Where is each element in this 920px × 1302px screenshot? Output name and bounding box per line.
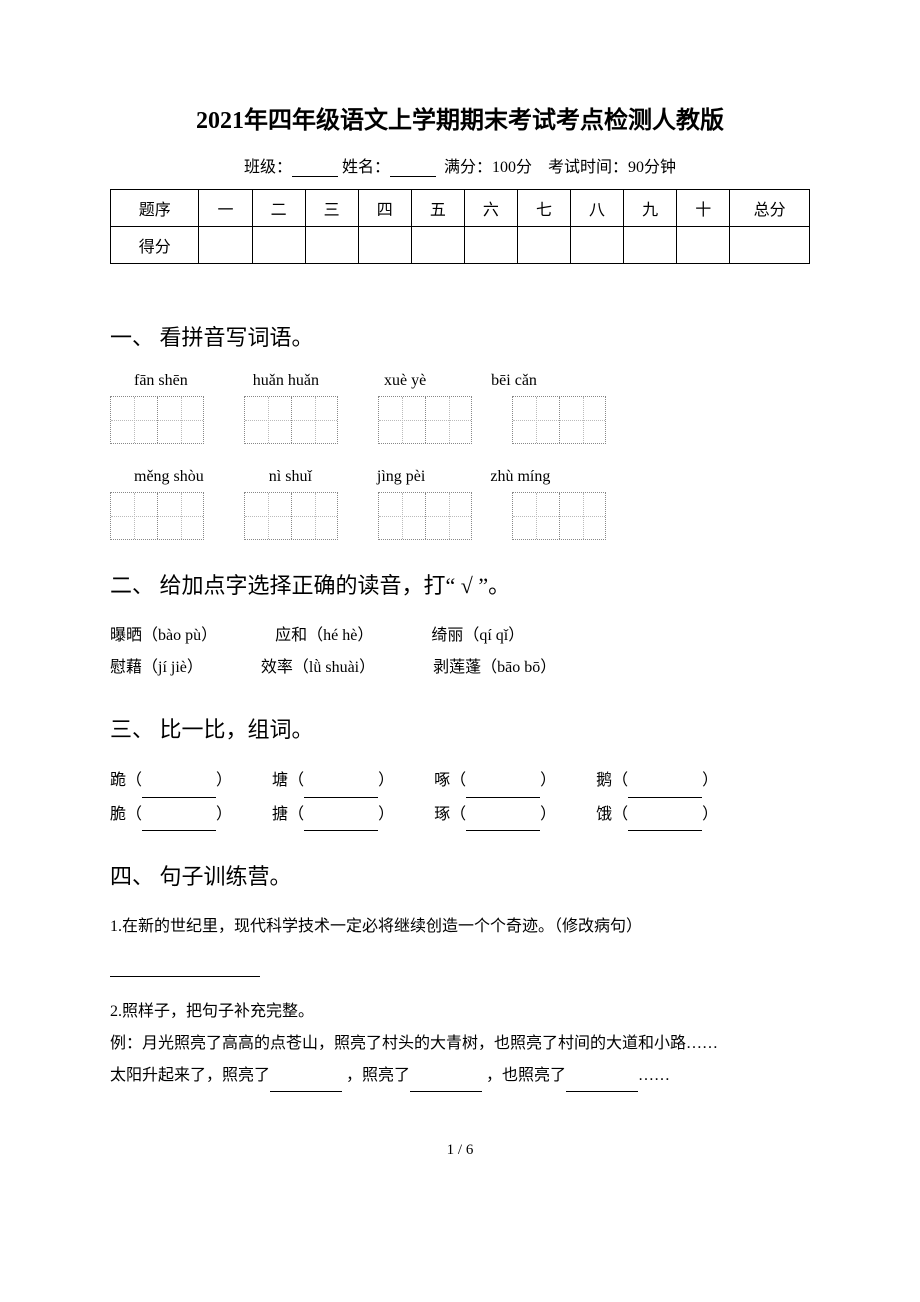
row-label-defen: 得分 — [111, 227, 199, 264]
q4-2-example: 例：月光照亮了高高的点苍山，照亮了村头的大青树，也照亮了村间的大道和小路…… — [110, 1028, 810, 1060]
answer-blank[interactable] — [628, 815, 702, 831]
pinyin: nì shuǐ — [269, 468, 312, 486]
pinyin-row-2: měng shòu nì shuǐ jìng pèi zhù míng — [110, 468, 810, 486]
tianzi-row-2 — [110, 492, 810, 540]
tianzi-grid[interactable] — [244, 492, 338, 540]
q3-item: 跪（） — [110, 764, 232, 798]
class-label: 班级： — [244, 159, 292, 176]
score-cell[interactable] — [305, 227, 358, 264]
q3-line-1: 跪（） 塘（） 啄（） 鹅（） — [110, 764, 810, 798]
tianzi-grid[interactable] — [512, 492, 606, 540]
tianzi-grid[interactable] — [378, 396, 472, 444]
q2-item[interactable]: 慰藉（jí jiè） — [110, 652, 203, 684]
answer-blank[interactable] — [466, 782, 540, 798]
section-3-heading: 三、 比一比，组词。 — [110, 712, 810, 744]
q2-item[interactable]: 绮丽（qí qǐ） — [431, 620, 524, 652]
name-label: 姓名： — [342, 159, 390, 176]
score-table: 题序 一 二 三 四 五 六 七 八 九 十 总分 得分 — [110, 189, 810, 264]
col-4: 四 — [358, 190, 411, 227]
pinyin: jìng pèi — [377, 468, 425, 486]
col-7: 七 — [517, 190, 570, 227]
section-2-heading: 二、 给加点字选择正确的读音，打“ √ ”。 — [110, 568, 810, 600]
q3-item: 塘（） — [272, 764, 394, 798]
answer-blank[interactable] — [466, 815, 540, 831]
score-cell[interactable] — [252, 227, 305, 264]
pinyin: huǎn huǎn — [253, 372, 319, 390]
q2-item[interactable]: 应和（hé hè） — [275, 620, 373, 652]
q2-line-2: 慰藉（jí jiè） 效率（lǜ shuài） 剥莲蓬（bāo bō） — [110, 652, 810, 684]
q2-line-1: 曝晒（bào pù） 应和（hé hè） 绮丽（qí qǐ） — [110, 620, 810, 652]
meta-line: 班级： 姓名： 满分：100分 考试时间：90分钟 — [110, 153, 810, 177]
col-8: 八 — [571, 190, 624, 227]
page-number: 1 / 6 — [110, 1142, 810, 1159]
tianzi-row-1 — [110, 396, 810, 444]
full-score: 满分：100分 — [444, 159, 532, 176]
tianzi-grid[interactable] — [378, 492, 472, 540]
tianzi-grid[interactable] — [110, 396, 204, 444]
stem-text: 太阳升起来了，照亮了 — [110, 1067, 270, 1084]
q4-2-stem: 太阳升起来了，照亮了 ，照亮了 ，也照亮了 …… — [110, 1060, 810, 1092]
answer-blank[interactable] — [270, 1076, 342, 1092]
pinyin: xuè yè — [384, 372, 426, 390]
score-cell[interactable] — [411, 227, 464, 264]
answer-blank[interactable] — [628, 782, 702, 798]
class-blank[interactable] — [292, 176, 338, 177]
score-cell[interactable] — [571, 227, 624, 264]
score-cell[interactable] — [517, 227, 570, 264]
score-cell[interactable] — [199, 227, 252, 264]
q3-item: 啄（） — [434, 764, 556, 798]
row-label-tixu: 题序 — [111, 190, 199, 227]
exam-title: 2021年四年级语文上学期期末考试考点检测人教版 — [110, 100, 810, 135]
q3-item: 鹅（） — [596, 764, 718, 798]
q2-item[interactable]: 效率（lǜ shuài） — [261, 652, 375, 684]
answer-blank[interactable] — [566, 1076, 638, 1092]
tianzi-grid[interactable] — [110, 492, 204, 540]
q2-item[interactable]: 剥莲蓬（bāo bō） — [433, 652, 556, 684]
score-table-header-row: 题序 一 二 三 四 五 六 七 八 九 十 总分 — [111, 190, 810, 227]
answer-blank[interactable] — [142, 815, 216, 831]
stem-text: ，也照亮了 — [486, 1067, 566, 1084]
q3-item: 脆（） — [110, 798, 232, 832]
answer-blank[interactable] — [142, 782, 216, 798]
score-total-cell[interactable] — [730, 227, 810, 264]
col-5: 五 — [411, 190, 464, 227]
pinyin-row-1: fān shēn huǎn huǎn xuè yè bēi cǎn — [110, 372, 810, 390]
score-cell[interactable] — [358, 227, 411, 264]
col-9: 九 — [624, 190, 677, 227]
col-2: 二 — [252, 190, 305, 227]
col-1: 一 — [199, 190, 252, 227]
q4-2-intro: 2.照样子，把句子补充完整。 — [110, 996, 810, 1028]
col-total: 总分 — [730, 190, 810, 227]
answer-blank[interactable] — [304, 782, 378, 798]
answer-blank[interactable] — [410, 1076, 482, 1092]
score-cell[interactable] — [464, 227, 517, 264]
tianzi-grid[interactable] — [244, 396, 338, 444]
section-4-heading: 四、 句子训练营。 — [110, 859, 810, 891]
score-table-score-row: 得分 — [111, 227, 810, 264]
answer-line[interactable] — [110, 961, 260, 977]
q2-item[interactable]: 曝晒（bào pù） — [110, 620, 217, 652]
q3-item: 琢（） — [434, 798, 556, 832]
pinyin: bēi cǎn — [491, 372, 537, 390]
section-1-heading: 一、 看拼音写词语。 — [110, 320, 810, 352]
stem-text: ，照亮了 — [346, 1067, 410, 1084]
score-cell[interactable] — [624, 227, 677, 264]
pinyin: zhù míng — [490, 468, 550, 486]
col-6: 六 — [464, 190, 517, 227]
stem-text: …… — [638, 1067, 670, 1084]
q3-item: 饿（） — [596, 798, 718, 832]
q3-line-2: 脆（） 搪（） 琢（） 饿（） — [110, 798, 810, 832]
pinyin: fān shēn — [134, 372, 188, 390]
col-3: 三 — [305, 190, 358, 227]
col-10: 十 — [677, 190, 730, 227]
pinyin: měng shòu — [134, 468, 204, 486]
duration: 考试时间：90分钟 — [548, 159, 676, 176]
score-cell[interactable] — [677, 227, 730, 264]
answer-blank[interactable] — [304, 815, 378, 831]
tianzi-grid[interactable] — [512, 396, 606, 444]
q4-1: 1.在新的世纪里，现代科学技术一定必将继续创造一个个奇迹。（修改病句） — [110, 911, 810, 943]
name-blank[interactable] — [390, 176, 436, 177]
q3-item: 搪（） — [272, 798, 394, 832]
